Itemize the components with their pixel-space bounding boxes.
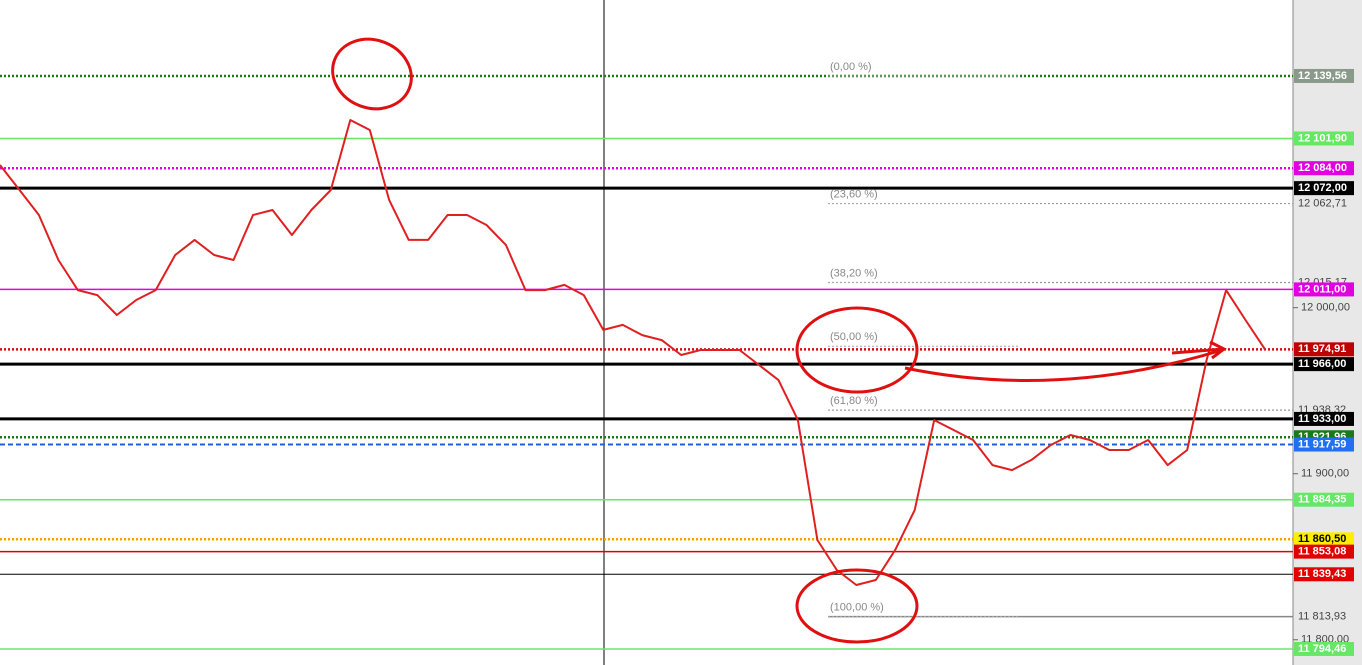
fib-label: (100,00 %): [830, 602, 884, 614]
level-label-bg: [1294, 161, 1354, 176]
level-label-bg: [1294, 357, 1354, 372]
level-label: 11 974,91: [1298, 343, 1346, 355]
level-label-bg: [1294, 181, 1354, 196]
price-line: [0, 119, 1266, 586]
annotation-arrowhead: [1171, 340, 1227, 360]
level-label: 11 933,00: [1298, 413, 1346, 425]
level-label-bg: [1294, 532, 1354, 547]
level-label: 11 839,43: [1298, 568, 1346, 580]
annotation-circle: [795, 306, 919, 394]
y-tick-label: 12 000,00: [1301, 302, 1350, 314]
annotation-arrow: [904, 348, 1223, 382]
level-label: 12 139,56: [1298, 70, 1347, 82]
level-label-bg: [1294, 492, 1354, 507]
level-label: 12 084,00: [1298, 162, 1347, 174]
fib-label: (0,00 %): [830, 61, 872, 73]
price: [0, 119, 1266, 586]
level-label: 12 072,00: [1298, 182, 1347, 194]
level-label-bg: [1294, 544, 1354, 559]
price-axis: [1293, 0, 1362, 665]
level-label: 12 062,71: [1298, 197, 1347, 209]
plot-area: [0, 0, 1293, 665]
level-label-bg: [1294, 131, 1354, 146]
level-label-bg: [1294, 437, 1354, 452]
fib-label: (23,60 %): [830, 188, 878, 200]
level-label: 12 011,00: [1298, 283, 1346, 295]
level-label: 11 860,50: [1298, 533, 1346, 545]
annotation-circle: [795, 568, 919, 644]
y-tick-label: 11 900,00: [1301, 468, 1349, 480]
level-label-bg: [1294, 567, 1354, 582]
level-label-bg: [1294, 641, 1354, 656]
level-label: 11 917,59: [1298, 438, 1346, 450]
level-label: 11 853,08: [1298, 546, 1346, 558]
level-label-bg: [1294, 342, 1354, 357]
level-label: 11 794,46: [1298, 643, 1346, 655]
level-label: 11 884,35: [1298, 494, 1346, 506]
level-label: 11 966,00: [1298, 358, 1346, 370]
fib-label: (38,20 %): [830, 267, 878, 279]
level-label: 11 813,93: [1298, 611, 1346, 623]
level-label-bg: [1294, 411, 1354, 426]
annotations: [331, 37, 1227, 644]
level-label-bg: [1294, 282, 1354, 297]
fib-label: (50,00 %): [830, 331, 878, 343]
level-label-bg: [1294, 68, 1354, 83]
annotation-circle: [331, 37, 413, 111]
fib-label: (61,80 %): [830, 395, 878, 407]
level-label: 12 101,90: [1298, 132, 1347, 144]
